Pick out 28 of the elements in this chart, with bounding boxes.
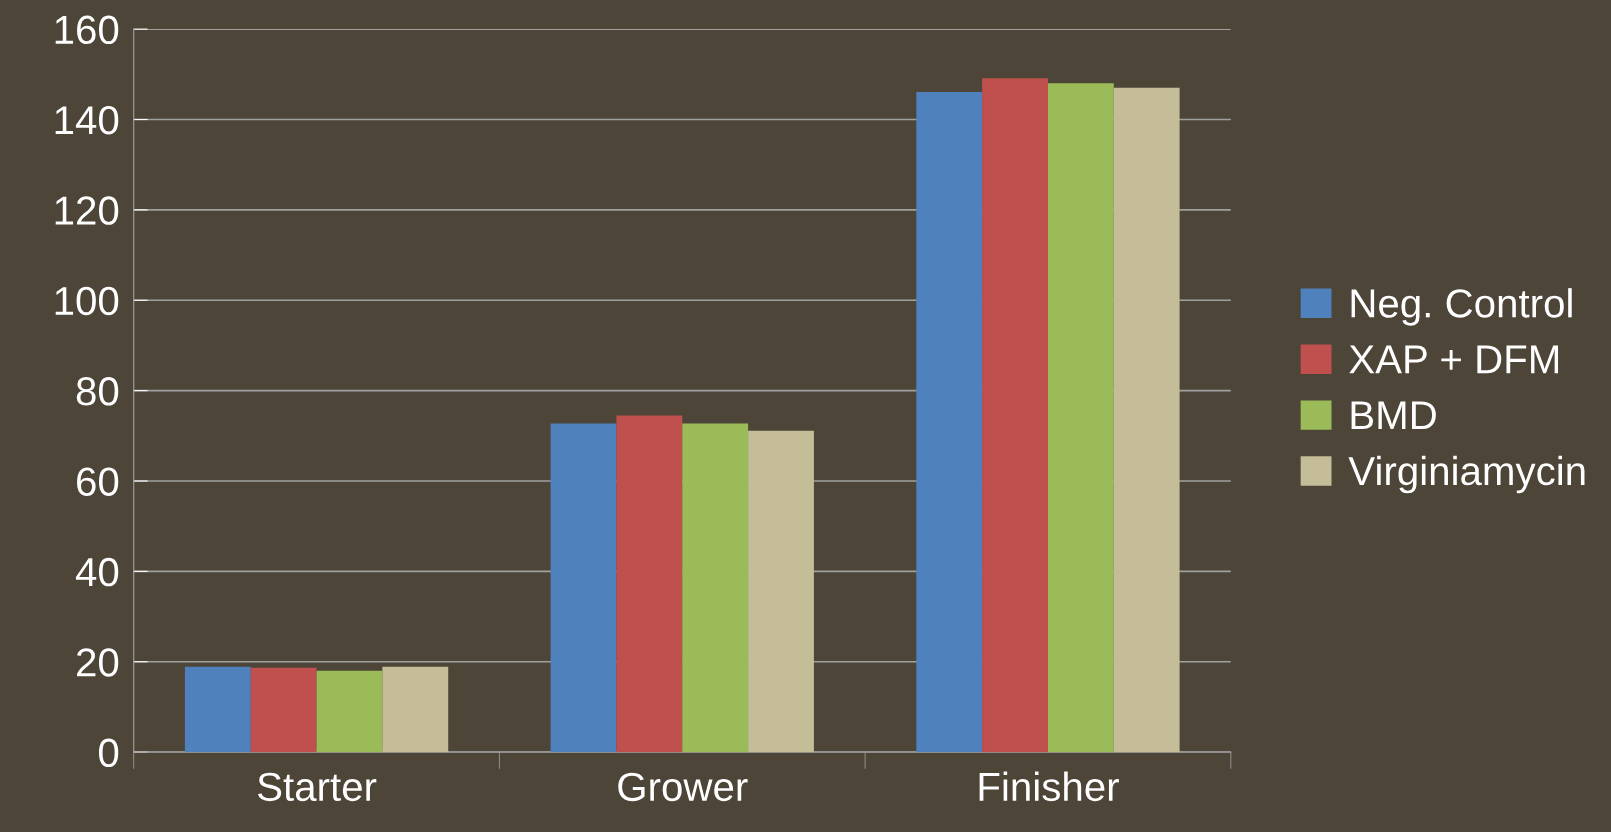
y-tick-label: 140 (55, 105, 119, 135)
y-tick-label: 160 (55, 15, 119, 45)
y-tick-label: 40 (75, 557, 119, 587)
legend-label: BMD (1351, 401, 1436, 430)
y-tick-label: 120 (55, 196, 119, 225)
bar (982, 78, 1048, 753)
legend-label: Virginiamycin (1348, 455, 1585, 494)
bar (916, 91, 983, 753)
bar (316, 670, 383, 753)
x-tick-label: Grower (618, 772, 748, 802)
legend-label: XAP + DFM (1349, 345, 1559, 374)
legend-label: Neg. Control (1351, 288, 1572, 326)
bar (682, 423, 749, 753)
bar (550, 423, 617, 753)
y-tick-label: 20 (77, 648, 119, 677)
bar (382, 666, 449, 753)
y-tick-label: 60 (77, 467, 119, 496)
bar (1047, 83, 1114, 753)
bar (616, 415, 683, 753)
bar (184, 666, 251, 753)
x-tick-label: Starter (257, 772, 377, 802)
y-tick-label: 100 (55, 286, 119, 316)
bar (250, 667, 317, 753)
bar (1113, 87, 1180, 753)
y-tick-label: 0 (99, 738, 119, 768)
bar (748, 430, 814, 753)
x-tick-label: Finisher (979, 771, 1119, 802)
y-tick-label: 80 (76, 377, 119, 406)
